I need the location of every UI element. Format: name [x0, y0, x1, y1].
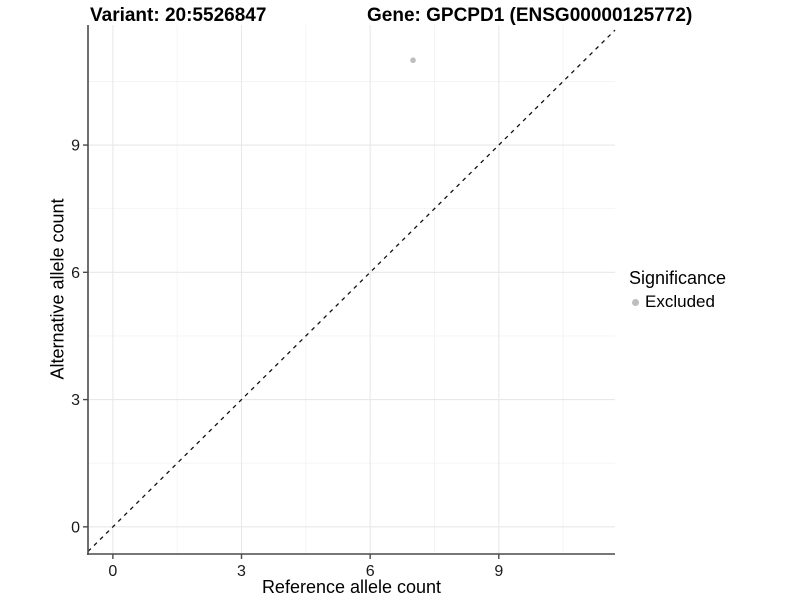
- y-tick-label: 6: [71, 265, 80, 282]
- x-tick-label: 6: [366, 563, 375, 580]
- y-axis-title: Alternative allele count: [47, 198, 68, 380]
- y-tick-label: 0: [71, 519, 80, 536]
- x-tick-label: 9: [494, 563, 503, 580]
- x-tick-label: 3: [237, 563, 246, 580]
- x-axis-title: Reference allele count: [261, 577, 442, 597]
- x-tick-label: 0: [108, 563, 117, 580]
- y-tick-label: 3: [71, 392, 80, 409]
- variant-title: Variant: 20:5526847: [90, 5, 267, 26]
- legend-dot-icon: [632, 298, 639, 306]
- data-point: [410, 57, 416, 64]
- legend-item-label: Excluded: [645, 292, 715, 311]
- legend-item-excluded: Excluded: [629, 292, 726, 312]
- y-tick-label: 9: [71, 138, 80, 155]
- legend-title: Significance: [629, 268, 727, 288]
- legend: Significance Excluded: [629, 268, 726, 312]
- gene-title: Gene: GPCPD1 (ENSG00000125772): [367, 5, 693, 26]
- identity-dashed-line: [87, 29, 616, 552]
